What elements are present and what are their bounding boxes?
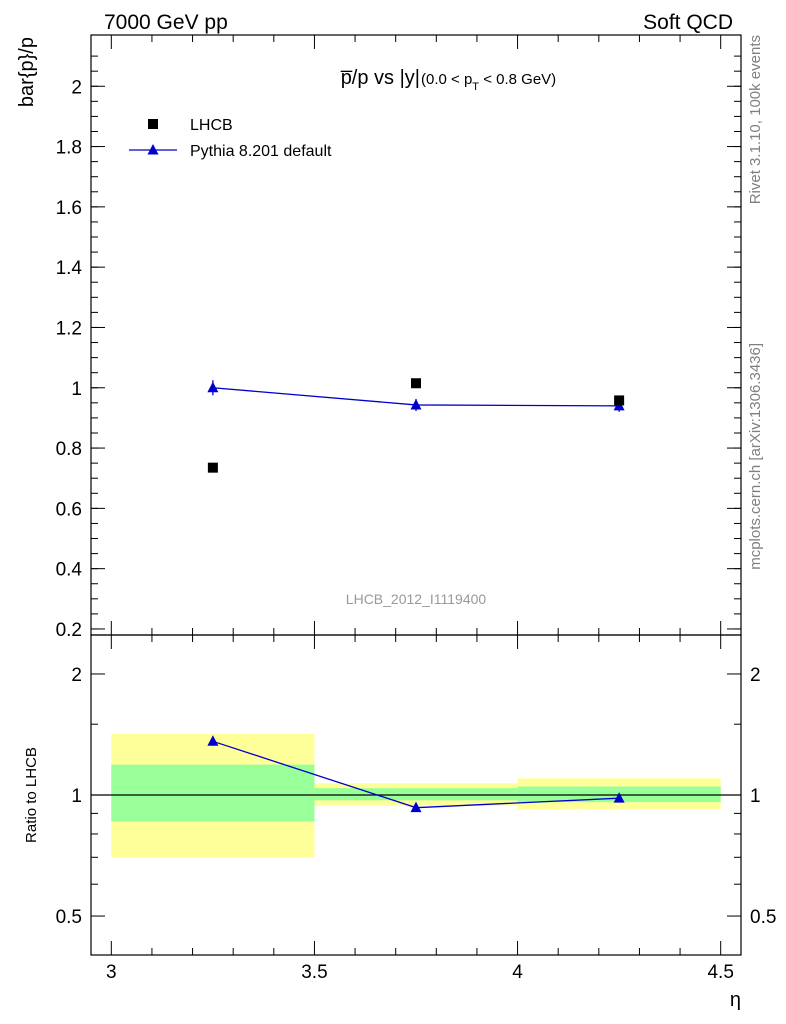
pythia-point-0 <box>207 381 219 393</box>
ratio-pythia-point-1 <box>410 801 422 813</box>
main-ytick-label-5: 1.2 <box>56 318 82 339</box>
main-ytick-label-7: 1.6 <box>56 198 82 219</box>
pythia-point-1 <box>410 398 422 410</box>
lhcb-point-0 <box>207 462 218 473</box>
ratio-ytick-label-right-0: 0.5 <box>750 907 776 928</box>
ratio-ytick-label-right-2: 2 <box>750 665 761 686</box>
ratio-pythia-point-2 <box>613 792 625 803</box>
main-ytick-label-1: 0.4 <box>56 560 83 581</box>
title-sub-subscript: T <box>472 81 479 93</box>
ratio-pythia-point-0 <box>207 735 219 746</box>
lhcb-point-2 <box>614 395 625 406</box>
header-energy-label: 7000 GeV pp <box>104 11 228 34</box>
main-ytick-label-0: 0.2 <box>56 620 82 641</box>
title-sub: (0.0 < pT < 0.8 GeV) <box>421 71 556 93</box>
header-category-label: Soft QCD <box>643 11 733 34</box>
mcplots-label: mcplots.cern.ch [arXiv:1306.3436] <box>747 343 764 570</box>
lhcb-point-1 <box>411 378 421 389</box>
ratio-ytick-label-right-1: 1 <box>750 786 761 807</box>
rivet-info-label: Rivet 3.1.10, 100k events <box>747 35 764 204</box>
main-ytick-label-2: 0.6 <box>56 499 82 520</box>
ratio-xtick-label-1: 3.5 <box>301 962 327 983</box>
main-ylabel: bar{p}/p <box>16 37 38 107</box>
legend-lhcb-label: LHCB <box>190 117 233 134</box>
ratio-band-green-1 <box>314 788 518 801</box>
legend-lhcb-marker <box>148 119 158 129</box>
legend-pythia-label: Pythia 8.201 default <box>190 143 332 160</box>
title-sub-text: (0.0 < p <box>421 71 472 88</box>
main-ytick-label-6: 1.4 <box>56 258 83 279</box>
main-title: p̅/p vs |y| (0.0 < pT < 0.8 GeV) <box>341 67 557 93</box>
main-plot-panel: bar{p}/p LHCB_2012_I1119400 p̅/p vs |y| … <box>16 34 742 641</box>
main-ytick-label-8: 1.8 <box>56 138 82 159</box>
watermark-label: LHCB_2012_I1119400 <box>346 591 487 607</box>
main-ytick-label-9: 2 <box>71 77 82 98</box>
ratio-frame <box>90 634 742 956</box>
main-frame <box>90 34 742 636</box>
ratio-xtick-label-3: 4.5 <box>707 962 733 983</box>
title-sub-end: < 0.8 GeV) <box>479 71 556 88</box>
legend-pythia-marker <box>147 144 159 155</box>
title-main: p̅/p vs |y| <box>341 67 420 89</box>
ratio-ytick-label-left-0: 0.5 <box>56 907 82 928</box>
ratio-ytick-label-left-1: 1 <box>71 786 82 807</box>
ratio-ylabel: Ratio to LHCB <box>23 747 40 843</box>
ratio-xlabel: η <box>730 989 741 1011</box>
ratio-plot-panel: Ratio to LHCB η 0.5 0.5 1 1 2 2 3 3.5 4 4.5 <box>23 634 776 1011</box>
ratio-band-green-0 <box>111 764 315 822</box>
ratio-ytick-label-left-2: 2 <box>71 665 82 686</box>
legend: LHCB Pythia 8.201 default <box>129 117 332 160</box>
ratio-xtick-label-0: 3 <box>106 962 117 983</box>
main-ytick-label-3: 0.8 <box>56 439 82 460</box>
main-ytick-label-4: 1 <box>71 379 82 400</box>
ratio-xtick-label-2: 4 <box>512 962 523 983</box>
